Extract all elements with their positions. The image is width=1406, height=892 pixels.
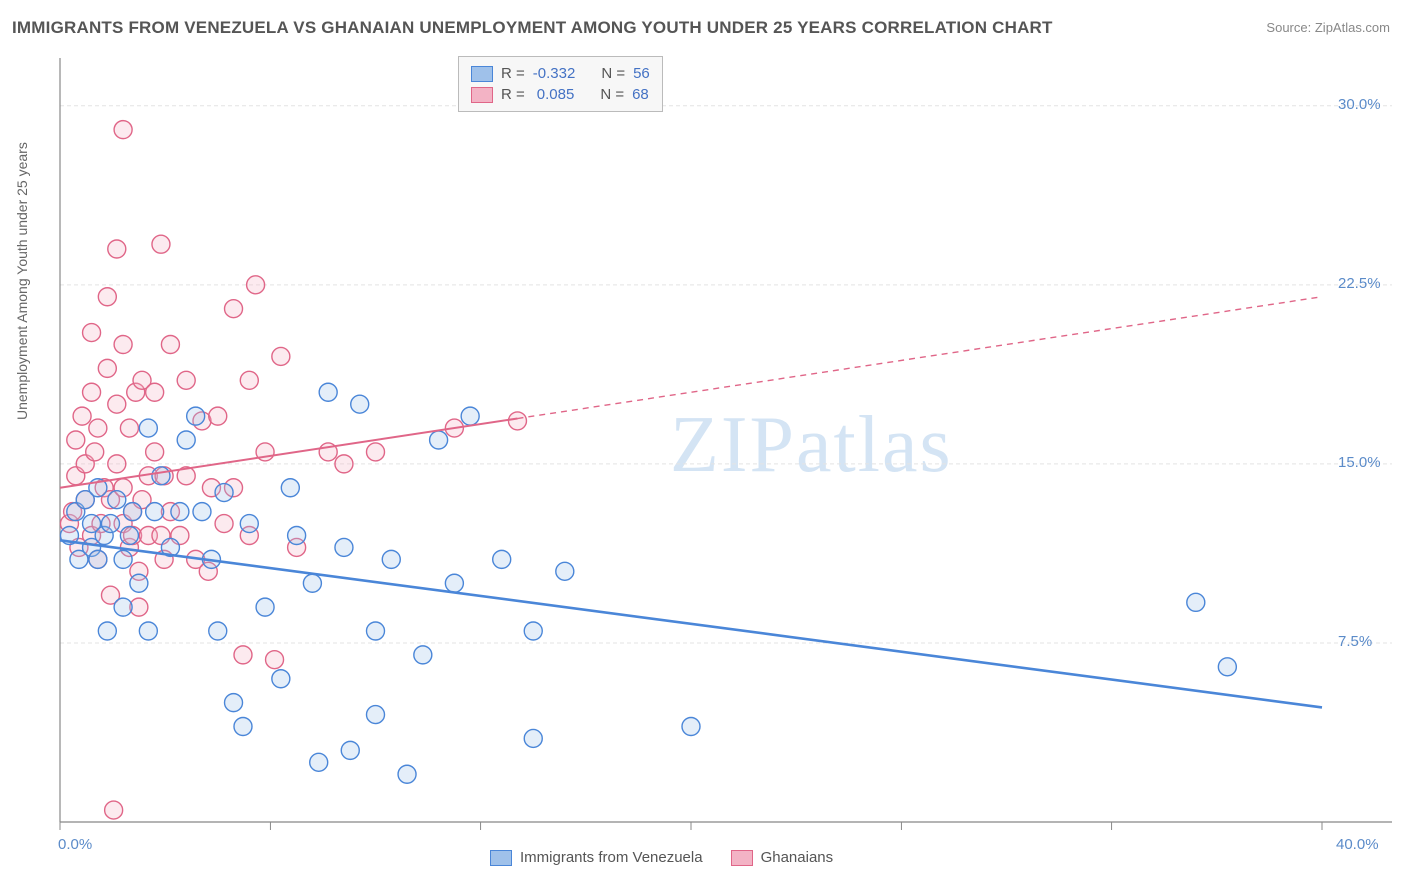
legend-item-ghanaians: Ghanaians xyxy=(731,849,834,866)
source-value: ZipAtlas.com xyxy=(1315,20,1390,35)
n-label: N = xyxy=(601,65,625,82)
x-tick-0: 0.0% xyxy=(58,836,92,853)
chart-title: IMMIGRANTS FROM VENEZUELA VS GHANAIAN UN… xyxy=(12,18,1053,38)
y-tick-30: 30.0% xyxy=(1338,96,1381,113)
n-label: N = xyxy=(600,86,624,103)
source-label: Source: xyxy=(1266,20,1311,35)
y-tick-15: 15.0% xyxy=(1338,454,1381,471)
series-legend: Immigrants from Venezuela Ghanaians xyxy=(490,849,833,866)
r-value-ghanaians: 0.085 xyxy=(537,86,575,103)
y-tick-22-5: 22.5% xyxy=(1338,275,1381,292)
legend-label-venezuela: Immigrants from Venezuela xyxy=(520,849,703,866)
n-value-venezuela: 56 xyxy=(633,65,650,82)
r-label: R = xyxy=(501,65,525,82)
legend-swatch-ghanaians xyxy=(731,850,753,866)
source-attribution: Source: ZipAtlas.com xyxy=(1266,20,1390,35)
correlation-legend: R = -0.332 N = 56 R = 0.085 N = 68 xyxy=(458,56,663,112)
y-tick-7-5: 7.5% xyxy=(1338,633,1372,650)
chart-area xyxy=(52,52,1392,842)
legend-swatch-ghanaians xyxy=(471,87,493,103)
legend-swatch-venezuela xyxy=(471,66,493,82)
legend-swatch-venezuela xyxy=(490,850,512,866)
x-tick-40: 40.0% xyxy=(1336,836,1379,853)
legend-row-ghanaians: R = 0.085 N = 68 xyxy=(471,84,650,105)
legend-item-venezuela: Immigrants from Venezuela xyxy=(490,849,703,866)
legend-label-ghanaians: Ghanaians xyxy=(761,849,834,866)
n-value-ghanaians: 68 xyxy=(632,86,649,103)
y-axis-label: Unemployment Among Youth under 25 years xyxy=(14,142,30,420)
r-label: R = xyxy=(501,86,525,103)
r-value-venezuela: -0.332 xyxy=(533,65,576,82)
scatter-chart xyxy=(52,52,1392,842)
legend-row-venezuela: R = -0.332 N = 56 xyxy=(471,63,650,84)
